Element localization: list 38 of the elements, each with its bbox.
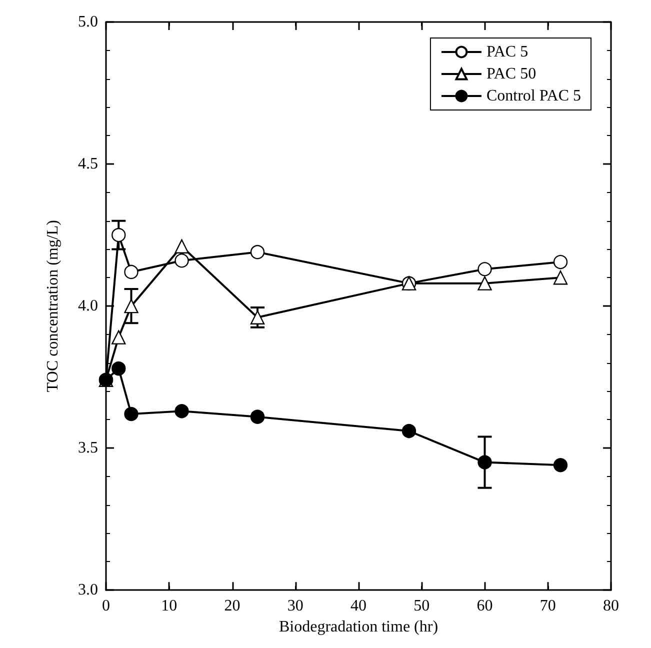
x-tick-label: 20: [224, 598, 240, 615]
point: [250, 310, 265, 325]
y-tick-label: 3.5: [78, 440, 98, 457]
point: [112, 361, 126, 376]
legend-label: PAC 50: [486, 66, 536, 82]
point: [174, 254, 189, 268]
point: [124, 298, 138, 314]
x-tick-label: 40: [350, 598, 366, 615]
point: [174, 239, 189, 254]
legend-label: PAC 5: [486, 44, 528, 60]
x-tick-label: 30: [287, 598, 304, 615]
point: [478, 276, 492, 290]
y-axis-title: TOC concentration (mg/L): [44, 220, 62, 392]
point: [553, 458, 568, 472]
point: [112, 228, 126, 242]
point: [478, 455, 492, 470]
point: [402, 424, 416, 438]
x-tick-label: 0: [102, 598, 110, 615]
y-tick-label: 4.5: [78, 156, 98, 173]
x-axis-title: Biodegradation time (hr): [278, 618, 438, 636]
point: [553, 270, 568, 285]
x-tick-label: 60: [476, 598, 493, 615]
point: [250, 244, 265, 260]
x-tick-label: 80: [603, 598, 619, 615]
point: [250, 410, 265, 424]
point: [112, 330, 126, 344]
x-tick-label: 70: [540, 598, 556, 615]
y-tick-label: 5.0: [78, 14, 98, 30]
y-tick-label: 4.0: [78, 298, 98, 315]
point: [124, 264, 138, 280]
point: [553, 254, 568, 270]
y-tick-label: 3.0: [78, 582, 98, 599]
point: [124, 406, 138, 422]
point: [174, 404, 189, 418]
point: [478, 262, 492, 276]
x-tick-label: 10: [161, 598, 178, 615]
legend-label: Control PAC 5: [486, 88, 581, 104]
x-tick-label: 50: [414, 598, 430, 615]
